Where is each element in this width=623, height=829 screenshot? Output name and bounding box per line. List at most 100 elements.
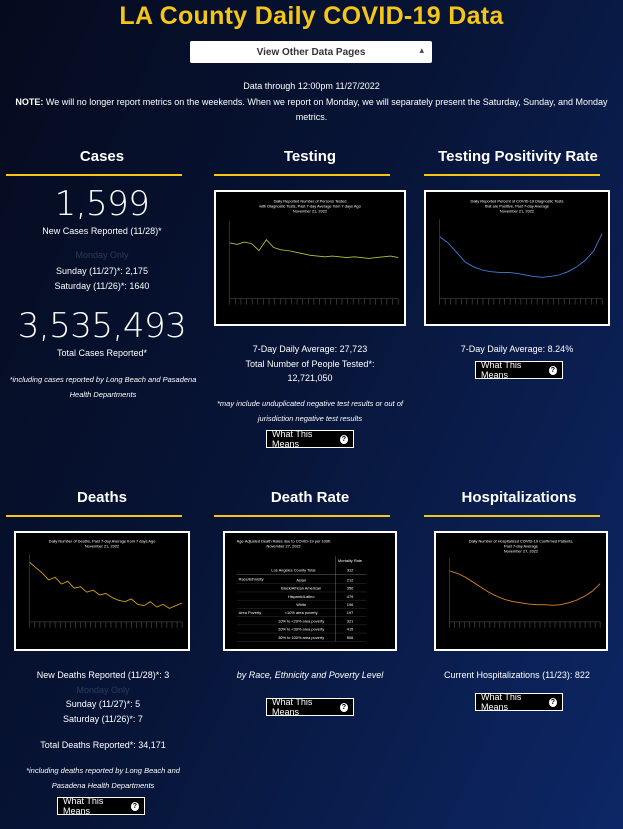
mortality-rate-header: Mortality Rate: [338, 558, 362, 563]
death-rate-table[interactable]: Age-Adjusted Death Rates due to COVID-19…: [223, 531, 397, 651]
positivity-chart-title-3: November 21, 2022: [500, 208, 534, 213]
rate-row-label: Black/African American: [281, 586, 321, 591]
sunday-cases: Sunday (11/27)*: 2,175: [56, 266, 148, 276]
cases-divider: [6, 174, 182, 176]
cases-heading: Cases: [79, 148, 125, 165]
cases-footnote: *including cases reported by Long Beach …: [9, 375, 197, 399]
rate-row-value: 197: [347, 610, 354, 615]
saturday-deaths: Saturday (11/26)*: 7: [63, 714, 143, 724]
race-group-label: Race/Ethnicity: [239, 576, 264, 581]
positivity-series-line: [439, 233, 603, 278]
rate-row-label: White: [296, 602, 306, 607]
testing-divider: [214, 174, 390, 176]
total-cases-label: Total Cases Reported*: [56, 348, 148, 358]
note-label: NOTE:: [15, 97, 44, 107]
death-rate-rows: Asian 212 Black/African American 350 Hispani…: [236, 577, 367, 642]
question-circle-icon: ?: [339, 434, 348, 444]
deaths-chart-plot: [29, 554, 183, 628]
button-label: What This Means: [63, 796, 104, 816]
deaths-monday-only: Monday Only: [76, 685, 130, 695]
button-label: What This Means: [272, 697, 313, 717]
deaths-what-this-means-button[interactable]: What This Means ?: [57, 796, 145, 816]
testing-chart-plot: [229, 221, 399, 305]
sunday-deaths: Sunday (11/27)*: 5: [65, 699, 141, 709]
question-circle-icon: ?: [130, 801, 139, 811]
death-rate-caption: by Race, Ethnicity and Poverty Level: [236, 670, 384, 680]
hosp-heading: Hospitalizations: [461, 489, 577, 506]
positivity-divider: [424, 174, 600, 176]
testing-chart-title-2: with Diagnostic Tests, Past 7-day Averag…: [259, 204, 361, 209]
death-rate-heading: Death Rate: [270, 489, 350, 506]
testing-footnote: *may include unduplicated negative test …: [217, 399, 403, 423]
testing-chart-title-1: Daily Reported Number of Persons Tested: [274, 199, 347, 204]
death-rate-table-title-1: Age-Adjusted Death Rates due to COVID-19…: [237, 539, 331, 544]
testing-avg: 7-Day Daily Average: 27,723: [252, 344, 368, 354]
rate-row-value: 321: [347, 618, 354, 623]
positivity-chart-title-1: Daily Reported Percent of COVID-19 Diagn…: [471, 199, 564, 204]
deaths-chart-title-2: November 21, 2022: [85, 544, 119, 549]
rate-row-value: 212: [347, 577, 354, 582]
deaths-series-line: [29, 562, 183, 609]
death-rate-divider: [214, 515, 390, 517]
chart-axis: [449, 558, 601, 623]
deaths-chart[interactable]: Daily Number of Deaths, Past 7-day Avera…: [14, 531, 190, 651]
data-through-text: Data through 12:00pm 11/27/2022: [243, 81, 380, 91]
hosp-chart[interactable]: Daily Number of Hospitalized COVID-19 Co…: [434, 531, 608, 651]
hosp-chart-plot: [449, 558, 601, 628]
la-total-value: 312: [347, 568, 354, 573]
question-circle-icon: ?: [548, 365, 557, 375]
rate-row-value: 415: [347, 627, 354, 632]
hosp-chart-title-3: November 27, 2022: [504, 548, 538, 553]
rate-row-value: 196: [347, 602, 354, 607]
positivity-chart-plot: [439, 219, 603, 305]
positivity-chart-title-2: that are Positive, Past 7-day Average: [485, 204, 549, 209]
deaths-heading: Deaths: [76, 489, 128, 506]
deaths-divider: [6, 515, 182, 517]
positivity-what-this-means-button[interactable]: What This Means ?: [475, 360, 563, 380]
positivity-heading: Testing Positivity Rate: [438, 148, 598, 165]
testing-chart-title-3: November 21, 2022: [293, 208, 327, 213]
hosp-divider: [424, 515, 600, 517]
death-rate-what-this-means-button[interactable]: What This Means ?: [266, 697, 354, 717]
chevron-updown-icon: ▴: [419, 45, 424, 55]
la-total-label: Los Angeles County Total: [271, 568, 315, 573]
rate-row-label: 30% to 100% area poverty: [278, 635, 324, 640]
total-cases-value: 3,535,493: [17, 306, 187, 346]
positivity-avg: 7-Day Daily Average: 8.24%: [460, 344, 574, 354]
rate-row-value: 350: [347, 586, 354, 591]
hosp-what-this-means-button[interactable]: What This Means ?: [475, 692, 563, 712]
button-label: What This Means: [481, 360, 522, 380]
question-circle-icon: ?: [548, 697, 557, 707]
weekend-note: NOTE: We will no longer report metrics o…: [8, 95, 615, 125]
testing-series-line: [229, 239, 399, 259]
new-cases-value: 1,599: [54, 184, 150, 224]
testing-total-value: 12,721,050: [287, 373, 333, 383]
hosp-chart-title-1: Daily Number of Hospitalized COVID-19 Co…: [469, 539, 574, 544]
chart-axis: [439, 219, 603, 299]
testing-what-this-means-button[interactable]: What This Means ?: [266, 429, 354, 449]
button-label: What This Means: [481, 692, 522, 712]
rate-row-label: Asian: [296, 577, 306, 582]
saturday-cases: Saturday (11/26)*: 1640: [54, 281, 150, 291]
data-pages-select[interactable]: View Other Data Pages ▴: [190, 41, 432, 63]
total-deaths: Total Deaths Reported*: 34,171: [40, 740, 166, 750]
testing-chart[interactable]: Daily Reported Number of Persons Tested …: [214, 190, 406, 326]
page-title: LA County Daily COVID-19 Data: [119, 2, 504, 30]
hosp-chart-title-2: Past 7-day Average: [504, 544, 538, 549]
hospitalizations-series-line: [449, 570, 601, 606]
new-cases-label: New Cases Reported (11/28)*: [42, 226, 162, 236]
chart-axis: [229, 221, 399, 299]
question-circle-icon: ?: [339, 702, 348, 712]
select-label: View Other Data Pages: [256, 46, 366, 58]
testing-total-label: Total Number of People Tested*:: [245, 359, 375, 369]
current-hospitalizations: Current Hospitalizations (11/23): 822: [444, 670, 590, 680]
rate-row-label: Hispanic/Latino: [288, 594, 315, 599]
positivity-chart[interactable]: Daily Reported Percent of COVID-19 Diagn…: [424, 190, 610, 326]
monday-only-label: Monday Only: [75, 250, 129, 260]
rate-row-value: 479: [347, 594, 354, 599]
chart-axis: [29, 554, 183, 623]
testing-heading: Testing: [283, 148, 337, 165]
poverty-group-label: Area Poverty: [239, 610, 262, 615]
rate-row-value: 506: [347, 635, 354, 640]
button-label: What This Means: [272, 429, 313, 449]
